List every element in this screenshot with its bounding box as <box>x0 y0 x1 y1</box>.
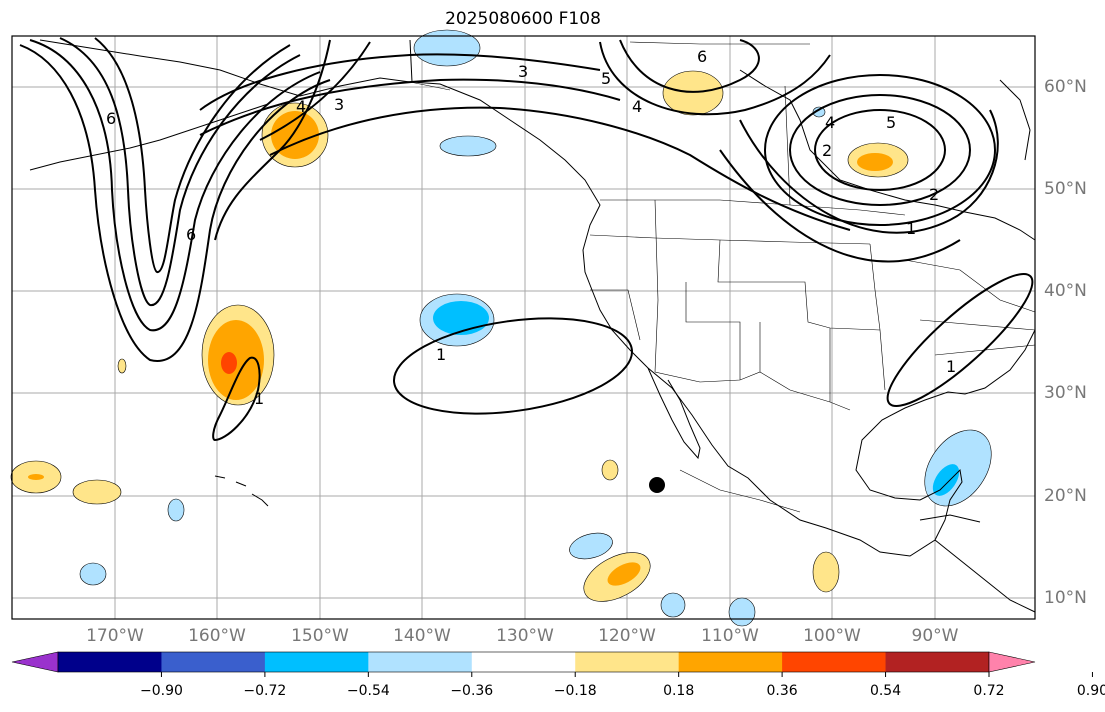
map-title: 2025080600 F108 <box>445 9 601 29</box>
colorbar-extend-low <box>11 651 59 673</box>
colorbar-tick-label: −0.90 <box>139 683 183 699</box>
map-background <box>12 36 1035 619</box>
contour-label: 3 <box>334 95 344 114</box>
contour-label: 4 <box>296 97 306 116</box>
colorbar <box>11 651 1093 677</box>
colorbar-segment <box>575 652 680 672</box>
colorbar-tick-label: 0.18 <box>663 683 695 699</box>
contour-label: 5 <box>601 69 611 88</box>
colorbar-segment <box>678 652 783 672</box>
anomaly-shading <box>10 29 992 627</box>
lon-label: 110°W <box>701 626 759 646</box>
contour-label: 4 <box>825 113 835 132</box>
lat-label: 30°N <box>1044 383 1087 403</box>
lat-label: 50°N <box>1044 179 1087 199</box>
contour-label: 2 <box>929 185 939 204</box>
contour-label: 6 <box>186 225 196 244</box>
contour-label-group: 6 6 4 3 3 5 6 4 4 5 2 2 1 1 1 1 <box>106 47 956 408</box>
colorbar-tick-label: −0.36 <box>450 683 494 699</box>
lon-label: 120°W <box>598 626 656 646</box>
storm-position-marker <box>649 477 665 493</box>
negative-anomaly-gulf <box>439 135 497 157</box>
colorbar-segment <box>782 652 887 672</box>
lat-label: 20°N <box>1044 486 1087 506</box>
contour-label: 1 <box>906 219 916 238</box>
lat-label: 60°N <box>1044 77 1087 97</box>
colorbar-segment <box>161 652 266 672</box>
contour-label: 3 <box>518 62 528 81</box>
colorbar-segment <box>368 652 473 672</box>
contour-label: 1 <box>254 389 264 408</box>
lon-label: 130°W <box>496 626 554 646</box>
positive-anomaly-mexico-pacific <box>812 551 840 593</box>
contour-label: 6 <box>697 47 707 66</box>
lon-label: 90°W <box>911 626 959 646</box>
lat-label: 40°N <box>1044 281 1087 301</box>
colorbar-tick-label: 0.36 <box>766 683 798 699</box>
colorbar-segment <box>58 652 162 672</box>
positive-anomaly-small <box>601 459 619 481</box>
political-borders <box>409 41 1036 513</box>
contour-label: 4 <box>632 97 642 116</box>
colorbar-tick-label: 0.54 <box>869 683 902 699</box>
map-frame <box>11 35 1036 620</box>
colorbar-tick-label: −0.18 <box>553 683 597 699</box>
colorbar-tick-label: −0.72 <box>243 683 287 699</box>
lat-label: 10°N <box>1044 588 1087 608</box>
colorbar-segment <box>264 652 369 672</box>
contour-lines <box>19 37 1034 441</box>
colorbar-tick-label: 0.72 <box>973 683 1005 699</box>
lon-label: 170°W <box>86 626 144 646</box>
colorbar-segment <box>885 652 990 672</box>
contour-label: 5 <box>886 113 896 132</box>
contour-label: 1 <box>946 357 956 376</box>
positive-anomaly-west-2 <box>72 479 122 505</box>
coastlines <box>29 39 1036 613</box>
colorbar-segment <box>471 652 576 672</box>
lon-label: 150°W <box>291 626 349 646</box>
colorbar-tick-label: −0.54 <box>346 683 390 699</box>
lon-label: 100°W <box>803 626 861 646</box>
negative-anomaly-alaska <box>413 29 481 67</box>
contour-label: 6 <box>106 109 116 128</box>
contour-label: 2 <box>822 141 832 160</box>
lon-label: 160°W <box>188 626 246 646</box>
lon-label: 140°W <box>393 626 451 646</box>
contour-label: 1 <box>436 345 446 364</box>
colorbar-extend-high <box>988 651 1036 673</box>
colorbar-tick-label: 0.90 <box>1076 683 1105 699</box>
